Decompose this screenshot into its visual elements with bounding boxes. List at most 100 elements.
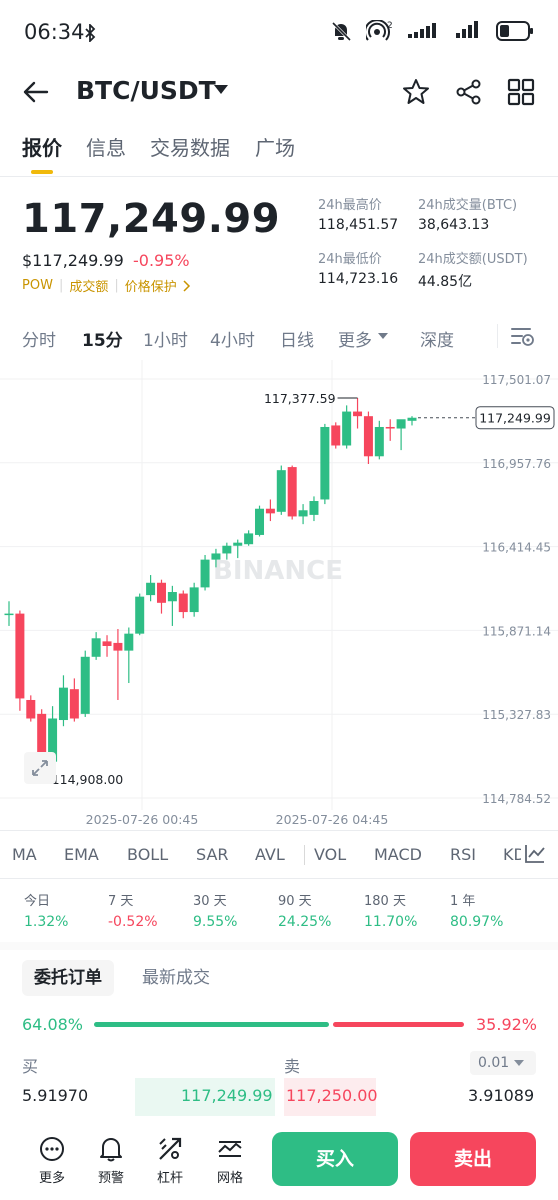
divider — [304, 845, 305, 865]
battery-icon — [496, 21, 533, 41]
pow-link[interactable]: POW — [22, 278, 53, 293]
candle-body — [255, 508, 265, 535]
nav-margin[interactable]: 杠杆 — [148, 1135, 192, 1186]
candle-body — [298, 510, 308, 517]
expand-chart-icon[interactable] — [24, 752, 56, 784]
indicator-vol[interactable]: VOL — [314, 845, 347, 864]
indicator-macd[interactable]: MACD — [374, 845, 422, 864]
precision-value: 0.01 — [478, 1055, 510, 1071]
usd-price: $117,249.99 — [22, 251, 124, 270]
low-value: 114,723.16 — [318, 271, 399, 287]
interval-tab-more[interactable]: 更多 — [338, 331, 372, 351]
candle-body — [37, 713, 47, 768]
y-tick-label: 114,784.52 — [482, 792, 551, 806]
candle-body — [26, 699, 36, 719]
x-tick-label: 2025-07-26 00:45 — [86, 812, 199, 827]
ask-quantity: 3.91089 — [468, 1086, 535, 1105]
status-bar: 06:34 2 — [0, 0, 558, 66]
bid-quantity: 5.91970 — [22, 1086, 89, 1105]
candle-body — [124, 633, 134, 651]
tab-trading-data[interactable]: 交易数据 — [150, 136, 230, 160]
clock: 06:34 — [24, 20, 85, 44]
candle-body — [135, 596, 145, 634]
candle-body — [276, 470, 286, 512]
binance-watermark: BINANCE — [213, 556, 343, 586]
candle-body — [407, 417, 417, 421]
turnover-link[interactable]: 成交额 — [69, 280, 109, 295]
indicator-sar[interactable]: SAR — [196, 845, 229, 864]
vol-btc-value: 38,643.13 — [418, 217, 490, 233]
x-tick-label: 2025-07-26 04:45 — [276, 812, 389, 827]
nav-grid-label: 网格 — [216, 1171, 243, 1186]
vol-usdt-label: 24h成交额(USDT) — [418, 252, 528, 267]
candle-body — [211, 553, 221, 560]
candle-body — [287, 467, 297, 517]
indicator-ema[interactable]: EMA — [64, 845, 99, 864]
nav-margin-label: 杠杆 — [156, 1171, 183, 1186]
candle-body — [80, 656, 90, 714]
tab-order-book[interactable]: 委托订单 — [22, 960, 114, 996]
tab-info[interactable]: 信息 — [86, 136, 126, 160]
divider — [497, 324, 498, 348]
separator: | — [114, 278, 119, 293]
indicator-avl[interactable]: AVL — [255, 845, 285, 864]
vol-usdt-value: 44.85亿 — [418, 274, 473, 290]
tab-latest-trades[interactable]: 最新成交 — [142, 968, 210, 988]
y-tick-label: 116,957.76 — [482, 457, 551, 471]
network-sup: 2 — [387, 21, 393, 31]
perf-label-180d: 180 天 — [364, 894, 406, 909]
interval-tab-1h[interactable]: 1小时 — [143, 331, 188, 351]
back-arrow-icon[interactable] — [22, 80, 50, 104]
indicator-rsi[interactable]: RSI — [450, 845, 476, 864]
candle-body — [374, 426, 384, 457]
grid-menu-icon[interactable] — [507, 78, 535, 106]
current-price-tag — [475, 406, 555, 430]
share-icon[interactable] — [455, 78, 483, 106]
precision-select[interactable]: 0.01 — [470, 1051, 536, 1075]
nav-alert[interactable]: 预警 — [89, 1135, 133, 1186]
current-price-label: 117,249.99 — [479, 411, 551, 426]
chart-settings-icon[interactable] — [510, 324, 536, 348]
perf-label-7d: 7 天 — [108, 894, 134, 909]
interval-tab-15m[interactable]: 15分 — [82, 331, 123, 351]
candle-body — [15, 613, 25, 699]
indicator-boll[interactable]: BOLL — [127, 845, 169, 864]
indicator-ma[interactable]: MA — [12, 845, 37, 864]
indicator-settings-icon[interactable] — [522, 842, 548, 866]
vol-btc-label: 24h成交量(BTC) — [418, 198, 518, 213]
ask-price[interactable]: 117,250.00 — [286, 1086, 378, 1105]
nav-more[interactable]: 更多 — [30, 1135, 74, 1186]
perf-value-today: 1.32% — [24, 914, 69, 930]
max-price-marker: 117,377.59 — [264, 391, 336, 406]
tab-square[interactable]: 广场 — [255, 136, 295, 160]
candle-body — [178, 593, 188, 613]
y-tick-label: 116,414.45 — [482, 541, 551, 555]
perf-value-90d: 24.25% — [278, 914, 332, 930]
interval-tab-depth[interactable]: 深度 — [420, 331, 454, 351]
indicator-kd[interactable]: KD — [503, 845, 521, 864]
sell-button[interactable]: 卖出 — [410, 1132, 536, 1186]
price-protection-link[interactable]: 价格保护 — [124, 280, 177, 295]
chevron-right-icon[interactable] — [183, 279, 191, 292]
chart-canvas[interactable]: 117,501.07 116,957.76 116,414.45 115,871.14… — [0, 360, 558, 830]
bid-price[interactable]: 117,249.99 — [181, 1086, 273, 1105]
interval-tab-4h[interactable]: 4小时 — [210, 331, 255, 351]
more-icon — [40, 1137, 64, 1161]
buy-button[interactable]: 买入 — [272, 1132, 398, 1186]
grid-trading-icon — [218, 1141, 242, 1157]
pair-title[interactable]: BTC/USDT — [76, 76, 216, 105]
star-icon[interactable] — [402, 78, 430, 106]
interval-tab-1d[interactable]: 日线 — [280, 331, 314, 351]
pair-dropdown-icon[interactable] — [214, 85, 228, 94]
candlestick-chart[interactable]: 117,501.07 116,957.76 116,414.45 115,871.14… — [0, 360, 558, 830]
divider — [0, 830, 558, 831]
candle-body — [58, 687, 68, 721]
candle-body — [189, 587, 199, 613]
buy-ratio-bar — [94, 1022, 329, 1027]
candle-body — [320, 426, 330, 500]
interval-tab-timeline[interactable]: 分时 — [22, 331, 56, 351]
candle-body — [222, 545, 232, 554]
tab-quote[interactable]: 报价 — [22, 136, 62, 160]
nav-grid[interactable]: 网格 — [208, 1135, 252, 1186]
more-dropdown-icon[interactable] — [378, 333, 388, 339]
